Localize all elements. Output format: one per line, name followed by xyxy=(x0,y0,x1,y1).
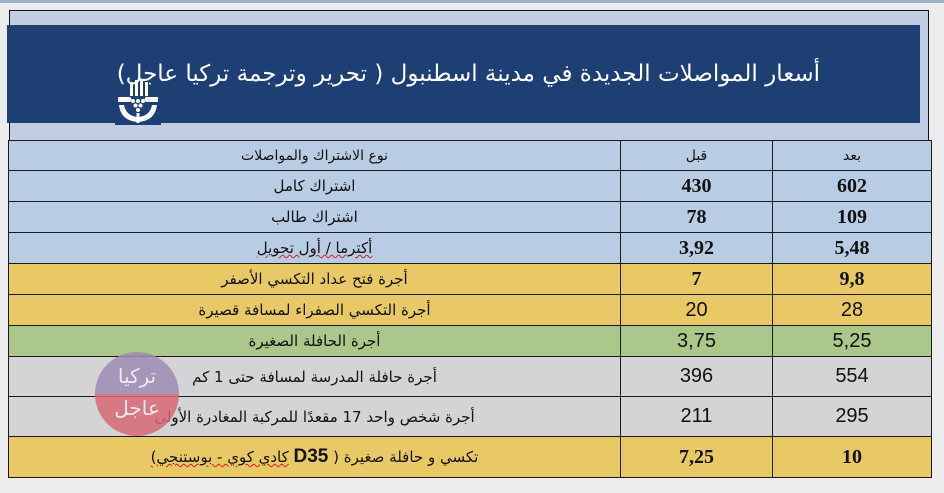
row-before: 20 xyxy=(620,294,773,326)
row-before: 3,75 xyxy=(620,325,773,357)
table-row: اشتراك طالب 78 109 xyxy=(8,201,932,233)
page-title: أسعار المواصلات الجديدة في مدينة اسطنبول… xyxy=(116,61,820,87)
watermark-line1: تركيا xyxy=(117,364,157,388)
row-after: 602 xyxy=(772,170,932,202)
table-row: أجرة فتح عداد التكسي الأصفر 7 9,8 xyxy=(8,263,932,295)
row-description: أكترما / أول تحويل xyxy=(8,232,621,264)
row-after: 5,48 xyxy=(772,232,932,264)
row-description: أجرة التكسي الصفراء لمسافة قصيرة xyxy=(8,294,621,326)
row-after: 5,25 xyxy=(772,325,932,357)
table-row: أجرة التكسي الصفراء لمسافة قصيرة 20 28 xyxy=(8,294,932,326)
header-after: بعد xyxy=(772,140,932,171)
price-table: نوع الاشتراك والمواصلات قبل بعد اشتراك ك… xyxy=(8,140,932,478)
watermark-line2: عاجل xyxy=(114,396,160,420)
row-after: 10 xyxy=(772,436,932,478)
watermark-logo: تركيا عاجل xyxy=(95,352,179,436)
table-header-row: نوع الاشتراك والمواصلات قبل بعد xyxy=(8,140,932,171)
row-before: 211 xyxy=(620,396,773,437)
row-description: تكسي و حافلة صغيرة ( D35 كادي كوي - بوست… xyxy=(8,436,621,478)
table-row: تكسي و حافلة صغيرة ( D35 كادي كوي - بوست… xyxy=(8,436,932,478)
row-description-text: أكترما / أول تحويل xyxy=(256,239,373,257)
row-after: 9,8 xyxy=(772,263,932,295)
row-before: 396 xyxy=(620,356,773,397)
table-row: اشتراك كامل 430 602 xyxy=(8,170,932,202)
header-description: نوع الاشتراك والمواصلات xyxy=(8,140,621,171)
table-row: أكترما / أول تحويل 3,92 5,48 xyxy=(8,232,932,264)
row-description: اشتراك طالب xyxy=(8,201,621,233)
row-before: 7,25 xyxy=(620,436,773,478)
row-description: أجرة الحافلة الصغيرة xyxy=(8,325,621,357)
row-description: اشتراك كامل xyxy=(8,170,621,202)
row-after: 554 xyxy=(772,356,932,397)
row-before: 430 xyxy=(620,170,773,202)
row-description: أجرة فتح عداد التكسي الأصفر xyxy=(8,263,621,295)
row-before: 78 xyxy=(620,201,773,233)
header-before: قبل xyxy=(620,140,773,171)
row-description-suffix: كادي كوي - بوستنجي) xyxy=(150,448,289,466)
title-banner: أسعار المواصلات الجديدة في مدينة اسطنبول… xyxy=(7,25,920,125)
row-before: 3,92 xyxy=(620,232,773,264)
table-row: أجرة الحافلة الصغيرة 3,75 5,25 xyxy=(8,325,932,357)
istanbul-municipality-logo-icon xyxy=(115,79,161,125)
route-code: D35 xyxy=(293,446,329,467)
row-after: 109 xyxy=(772,201,932,233)
window-top-edge xyxy=(0,0,944,3)
row-after: 295 xyxy=(772,396,932,437)
row-before: 7 xyxy=(620,263,773,295)
row-after: 28 xyxy=(772,294,932,326)
row-description-prefix: تكسي و حافلة صغيرة ( xyxy=(333,448,479,466)
